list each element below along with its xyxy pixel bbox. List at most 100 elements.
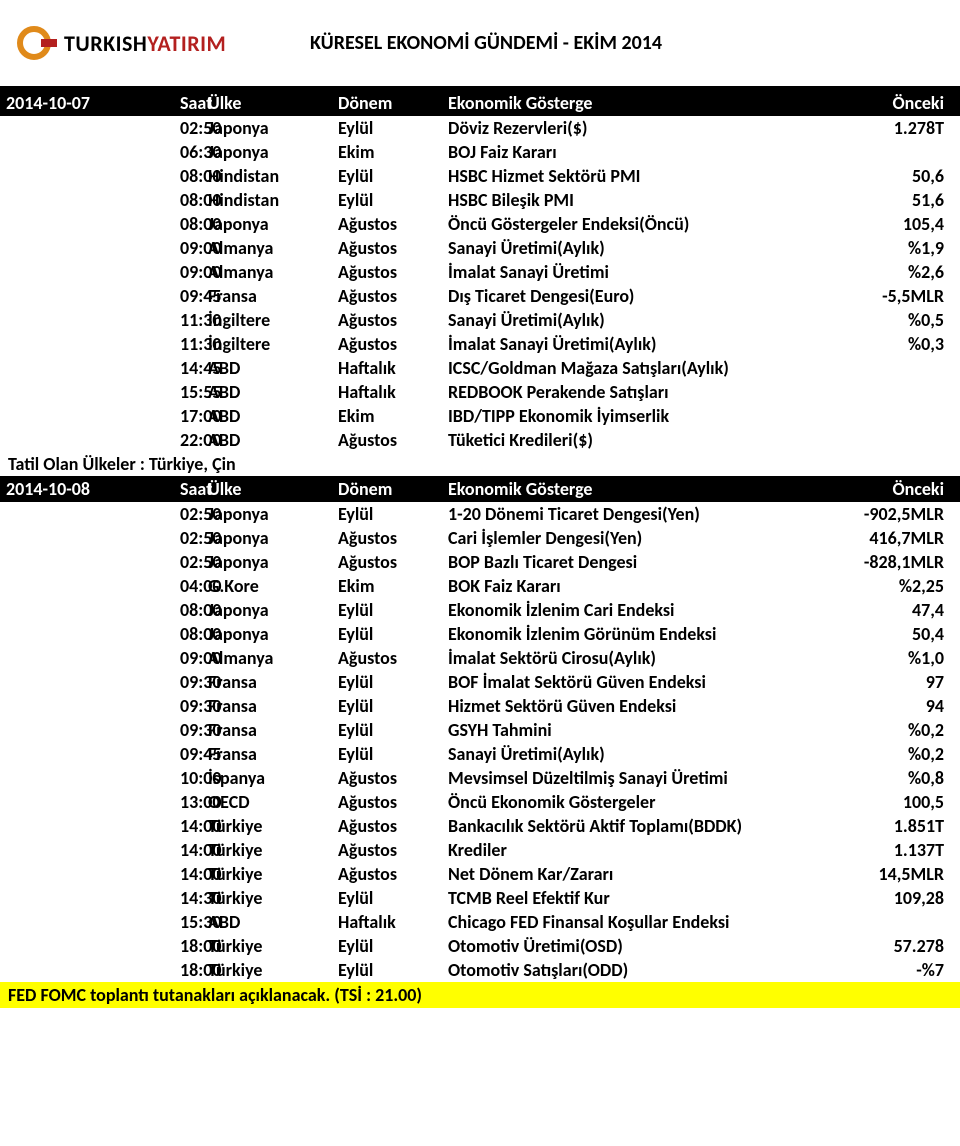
row-prev: 1.851T <box>810 814 960 838</box>
row-period: Haftalık <box>330 356 440 380</box>
row-time: 09:30 <box>100 694 200 718</box>
row-time: 22:00 <box>100 428 200 452</box>
row-blank <box>0 428 100 452</box>
row-time: 14:00 <box>100 814 200 838</box>
row-period: Eylül <box>330 958 440 982</box>
top-header: TURKISHYATIRIM KÜRESEL EKONOMİ GÜNDEMİ -… <box>0 0 960 90</box>
calendar-table: 2014-10-07SaatÜlkeDönemEkonomik Gösterge… <box>0 90 960 1008</box>
row-blank <box>0 356 100 380</box>
row-blank <box>0 646 100 670</box>
table-row: 09:45FransaEylülSanayi Üretimi(Aylık)%0,… <box>0 742 960 766</box>
header-prev: Önceki <box>810 90 960 116</box>
row-indicator: Sanayi Üretimi(Aylık) <box>440 236 810 260</box>
row-indicator: IBD/TIPP Ekonomik İyimserlik <box>440 404 810 428</box>
logo-text: TURKISHYATIRIM <box>64 30 226 57</box>
row-indicator: İmalat Sanayi Üretimi <box>440 260 810 284</box>
row-blank <box>0 742 100 766</box>
table-row: 09:00AlmanyaAğustosİmalat Sanayi Üretimi… <box>0 260 960 284</box>
row-time: 18:00 <box>100 958 200 982</box>
table-row: 09:00AlmanyaAğustosSanayi Üretimi(Aylık)… <box>0 236 960 260</box>
table-row: 08:00HindistanEylülHSBC Hizmet Sektörü P… <box>0 164 960 188</box>
row-indicator: BOK Faiz Kararı <box>440 574 810 598</box>
header-prev: Önceki <box>810 476 960 502</box>
row-period: Eylül <box>330 886 440 910</box>
row-prev: 416,7MLR <box>810 526 960 550</box>
table-row: 08:00JaponyaEylülEkonomik İzlenim Cari E… <box>0 598 960 622</box>
row-period: Ağustos <box>330 526 440 550</box>
logo-block: TURKISHYATIRIM <box>0 19 310 67</box>
row-time: 09:30 <box>100 670 200 694</box>
table-row: 02:50JaponyaAğustosBOP Bazlı Ticaret Den… <box>0 550 960 574</box>
row-indicator: BOP Bazlı Ticaret Dengesi <box>440 550 810 574</box>
row-indicator: Sanayi Üretimi(Aylık) <box>440 742 810 766</box>
row-time: 09:00 <box>100 236 200 260</box>
row-time: 14:30 <box>100 886 200 910</box>
table-row: 22:00ABDAğustosTüketici Kredileri($) <box>0 428 960 452</box>
row-indicator: HSBC Bileşik PMI <box>440 188 810 212</box>
row-country: Hindistan <box>200 164 330 188</box>
row-indicator: Dış Ticaret Dengesi(Euro) <box>440 284 810 308</box>
row-prev: 47,4 <box>810 598 960 622</box>
row-time: 14:45 <box>100 356 200 380</box>
table-row: 09:45FransaAğustosDış Ticaret Dengesi(Eu… <box>0 284 960 308</box>
row-blank <box>0 404 100 428</box>
row-prev: 51,6 <box>810 188 960 212</box>
row-indicator: Krediler <box>440 838 810 862</box>
row-period: Ağustos <box>330 838 440 862</box>
table-row: 11:30İngiltereAğustosİmalat Sanayi Üreti… <box>0 332 960 356</box>
table-row: 14:45ABDHaftalıkICSC/Goldman Mağaza Satı… <box>0 356 960 380</box>
row-prev: 100,5 <box>810 790 960 814</box>
row-period: Haftalık <box>330 380 440 404</box>
table-row: 15:55ABDHaftalıkREDBOOK Perakende Satışl… <box>0 380 960 404</box>
row-country: ABD <box>200 404 330 428</box>
row-prev: %2,25 <box>810 574 960 598</box>
row-blank <box>0 862 100 886</box>
table-row: 09:00AlmanyaAğustosİmalat Sektörü Cirosu… <box>0 646 960 670</box>
row-period: Ağustos <box>330 236 440 260</box>
row-period: Eylül <box>330 598 440 622</box>
row-indicator: Bankacılık Sektörü Aktif Toplamı(BDDK) <box>440 814 810 838</box>
row-country: İngiltere <box>200 308 330 332</box>
row-prev: 109,28 <box>810 886 960 910</box>
header-date: 2014-10-07 <box>0 90 100 116</box>
table-row: 18:00TürkiyeEylülOtomotiv Satışları(ODD)… <box>0 958 960 982</box>
logo-text-black: TURKISH <box>64 30 147 57</box>
row-period: Haftalık <box>330 910 440 934</box>
row-time: 09:00 <box>100 260 200 284</box>
row-blank <box>0 380 100 404</box>
row-indicator: Otomotiv Satışları(ODD) <box>440 958 810 982</box>
row-time: 09:45 <box>100 742 200 766</box>
table-row: 14:00TürkiyeAğustosBankacılık Sektörü Ak… <box>0 814 960 838</box>
table-row: 08:00JaponyaAğustosÖncü Göstergeler Ende… <box>0 212 960 236</box>
row-country: Japonya <box>200 140 330 164</box>
row-indicator: Chicago FED Finansal Koşullar Endeksi <box>440 910 810 934</box>
header-indicator: Ekonomik Gösterge <box>440 476 810 502</box>
row-prev <box>810 380 960 404</box>
row-prev: 14,5MLR <box>810 862 960 886</box>
row-time: 11:30 <box>100 308 200 332</box>
table-row: 17:00ABDEkimIBD/TIPP Ekonomik İyimserlik <box>0 404 960 428</box>
header-period: Dönem <box>330 476 440 502</box>
row-period: Ağustos <box>330 332 440 356</box>
row-time: 02:50 <box>100 502 200 526</box>
row-prev <box>810 140 960 164</box>
row-time: 08:00 <box>100 622 200 646</box>
row-country: G.Kore <box>200 574 330 598</box>
row-time: 06:30 <box>100 140 200 164</box>
row-time: 10:00 <box>100 766 200 790</box>
row-prev <box>810 356 960 380</box>
table-row: 08:00HindistanEylülHSBC Bileşik PMI51,6 <box>0 188 960 212</box>
row-country: ABD <box>200 428 330 452</box>
row-country: Japonya <box>200 598 330 622</box>
row-period: Ağustos <box>330 284 440 308</box>
row-period: Eylül <box>330 742 440 766</box>
row-indicator: Hizmet Sektörü Güven Endeksi <box>440 694 810 718</box>
footnote-row: FED FOMC toplantı tutanakları açıklanaca… <box>0 982 960 1008</box>
row-time: 11:30 <box>100 332 200 356</box>
row-indicator: İmalat Sanayi Üretimi(Aylık) <box>440 332 810 356</box>
row-country: OECD <box>200 790 330 814</box>
row-period: Eylül <box>330 164 440 188</box>
header-indicator: Ekonomik Gösterge <box>440 90 810 116</box>
row-country: Türkiye <box>200 862 330 886</box>
row-country: Türkiye <box>200 934 330 958</box>
